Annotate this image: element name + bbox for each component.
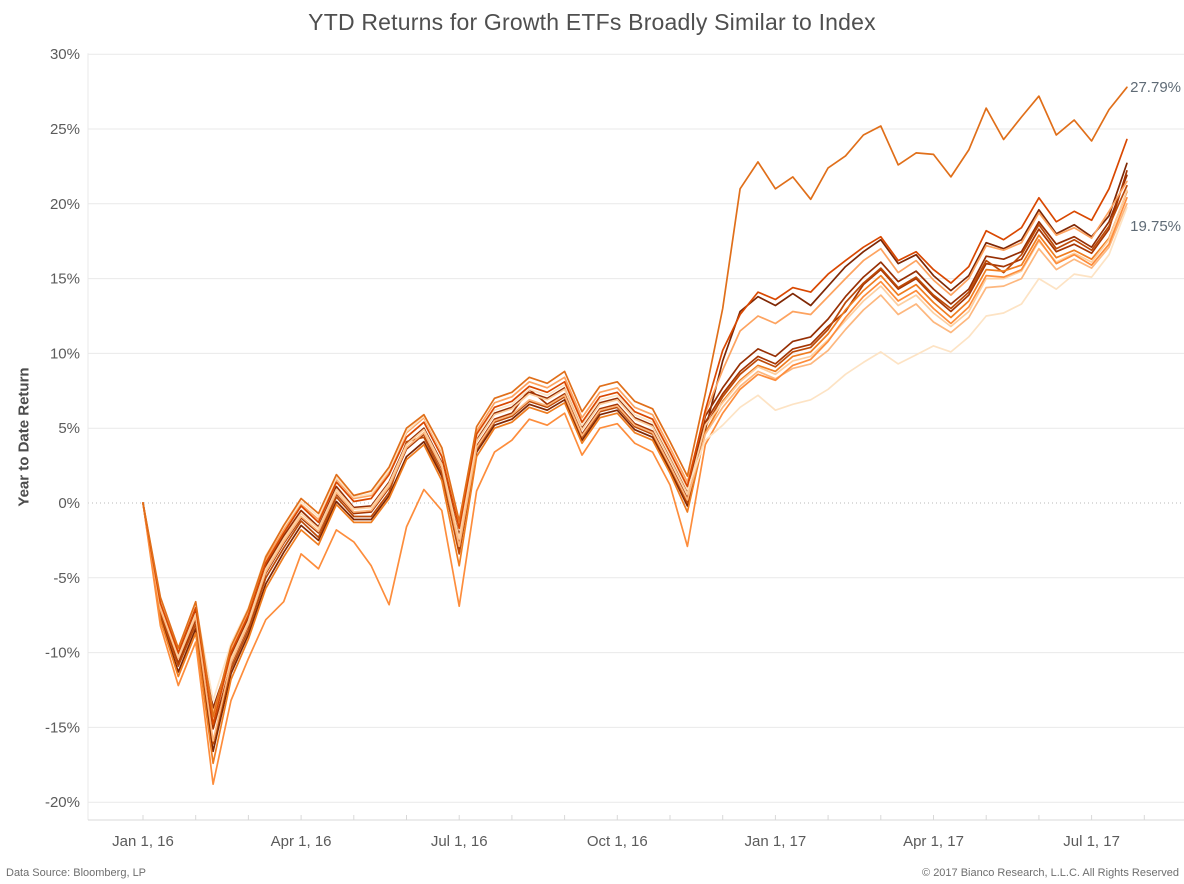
series-line-etf-4 — [142, 184, 1128, 745]
copyright-note: © 2017 Bianco Research, L.L.C. All Right… — [922, 867, 1179, 879]
data-source-note: Data Source: Bloomberg, LP — [6, 867, 147, 879]
x-tick-label: Apr 1, 16 — [271, 833, 332, 850]
y-tick-label: 5% — [58, 420, 80, 437]
y-tick-label: 25% — [50, 121, 80, 138]
endpoint-label-high: 27.79% — [1130, 79, 1181, 96]
y-tick-label: 0% — [58, 495, 80, 512]
y-tick-label: 30% — [50, 46, 80, 63]
x-tick-label: Apr 1, 17 — [903, 833, 964, 850]
series-line-etf-5 — [142, 190, 1128, 765]
y-tick-label: 15% — [50, 271, 80, 288]
series-line-etf-8 — [142, 189, 1128, 723]
x-tick-label: Oct 1, 16 — [587, 833, 648, 850]
x-tick-label: Jan 1, 17 — [745, 833, 807, 850]
x-tick-label: Jul 1, 17 — [1063, 833, 1120, 850]
series-line-etf-3 — [142, 170, 1128, 730]
series-line-etf-7 — [142, 202, 1128, 742]
x-tick-label: Jul 1, 16 — [431, 833, 488, 850]
series-line-etf-9 — [142, 196, 1128, 786]
series-line-etf-1 — [142, 162, 1128, 753]
series-line-etf-2 — [142, 174, 1128, 709]
y-tick-label: -20% — [45, 794, 80, 811]
y-tick-label: 10% — [50, 345, 80, 362]
series-line-etf-11 — [142, 138, 1128, 726]
x-tick-label: Jan 1, 16 — [112, 833, 174, 850]
series-line-etf-6 — [142, 180, 1128, 715]
y-tick-label: -10% — [45, 645, 80, 662]
y-tick-label: -15% — [45, 719, 80, 736]
series-line-etf-10 — [142, 206, 1128, 702]
y-tick-label: 20% — [50, 196, 80, 213]
y-tick-label: -5% — [53, 570, 80, 587]
series-line-etf-12 — [142, 86, 1128, 718]
endpoint-label-low: 19.75% — [1130, 218, 1181, 235]
chart-title: YTD Returns for Growth ETFs Broadly Simi… — [308, 9, 876, 35]
